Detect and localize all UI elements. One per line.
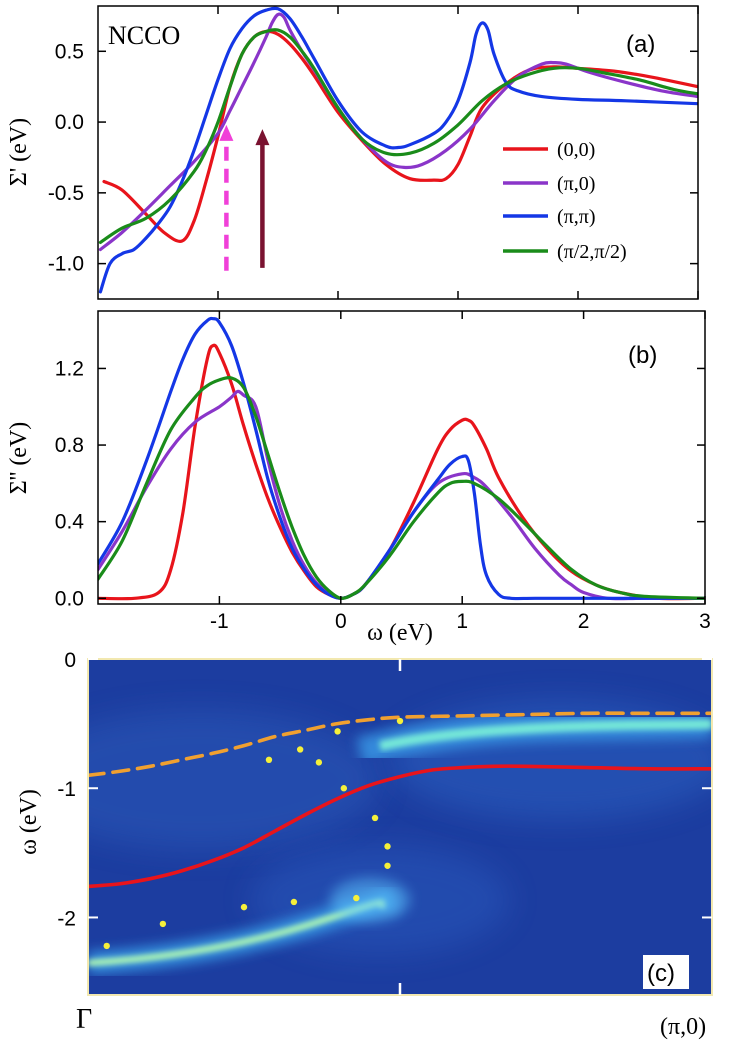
yellow-dotted-band-dot-0 — [265, 756, 273, 763]
panel-b-ytick-label-2: 0.4 — [55, 511, 85, 534]
panel-b-xtick-label-4: 3 — [699, 610, 711, 633]
panel-b-series — [98, 316, 705, 601]
panel-c-ytick-label-2: -2 — [57, 907, 76, 930]
yellow-dotted-band-dot-7 — [353, 894, 360, 902]
arrow-head-dashed-magenta — [219, 124, 234, 141]
yellow-dotted-upper-dot-0 — [334, 728, 341, 735]
yellow-dotted-band-dot-2 — [315, 759, 323, 766]
panel-a-ytick-label-1: 0.0 — [55, 111, 84, 134]
panel-b: 1.2 0.8 0.4 0.0 -1 0 1 2 3 (b) Σ'' (eV) ω (eV) — [6, 310, 711, 646]
yellow-dotted-band-dot-5 — [384, 843, 391, 850]
panel-a-frame — [97, 5, 699, 300]
yellow-dotted-band-dot-10 — [159, 920, 167, 928]
arrow-head-solid-maroon — [255, 129, 270, 146]
yellow-dotted-band-dot-4 — [371, 814, 379, 822]
panel-c: 0 -1 -2 (c) ω (eV) Γ (π,0) — [16, 649, 713, 1040]
panel-b-xtick-label-1: 0 — [335, 610, 347, 633]
panel-b-frame — [97, 310, 706, 605]
panel-b-series-2-2 — [98, 375, 705, 600]
panel-c-ytick-label-1: -1 — [57, 778, 76, 801]
yellow-dotted-band-dot-8 — [290, 898, 298, 906]
panel-a-plot-area — [98, 6, 698, 294]
panel-a-ylabel: Σ' (eV) — [6, 118, 32, 186]
panel-c-label-box — [643, 955, 689, 989]
panel-c-label: (c) — [647, 960, 675, 987]
yellow-dotted-band-dot-1 — [296, 746, 304, 753]
panel-a-annotation: NCCO — [108, 21, 180, 50]
panel-c-ticks: 0 -1 -2 — [57, 649, 712, 995]
panel-b-xtick-label-2: 1 — [456, 610, 468, 633]
panel-b-ytick-label-0: 1.2 — [55, 357, 84, 380]
legend-label-3: (π/2,π/2) — [557, 241, 627, 263]
panel-a-series-0-0 — [102, 29, 698, 243]
panel-a-label: (a) — [626, 31, 655, 58]
panel-a: 0.5 0.0 -0.5 -1.0 NCCO (a) Σ' (eV) (0,0) (π… — [6, 5, 699, 300]
panel-a-series- — [98, 6, 698, 294]
yellow-dotted-band-dot-9 — [240, 903, 248, 911]
heatmap-upper-ridge — [378, 719, 712, 751]
yellow-dotted-band-dot-11 — [103, 942, 110, 950]
legend-label-1: (π,0) — [557, 173, 595, 195]
heatmap-hotspot — [330, 878, 410, 922]
panel-b-series- — [98, 316, 705, 601]
panel-a-arrows — [219, 124, 270, 271]
panel-c-xlabel-gamma: Γ — [76, 1004, 92, 1035]
panel-b-ticks: 1.2 0.8 0.4 0.0 -1 0 1 2 3 — [55, 311, 711, 633]
panel-c-ytick-label-0: 0 — [64, 649, 76, 672]
panel-b-series-0 — [98, 389, 705, 601]
panel-c-ylabel: ω (eV) — [16, 789, 42, 855]
panel-b-plot-area — [98, 316, 705, 601]
panel-a-ytick-label-3: -1.0 — [48, 253, 84, 276]
panel-b-ytick-label-3: 0.0 — [55, 587, 84, 610]
yellow-dotted-band-dot-3 — [340, 785, 348, 792]
solid-red-band — [88, 764, 712, 889]
panel-b-xtick-label-0: -1 — [210, 610, 229, 633]
yellow-dotted-band-dot-6 — [384, 862, 391, 869]
panel-a-ticks: 0.5 0.0 -0.5 -1.0 — [48, 6, 699, 299]
panel-a-series-2-2 — [98, 28, 698, 244]
legend: (0,0) (π,0) (π,π) (π/2,π/2) — [503, 139, 627, 263]
legend-label-2: (π,π) — [557, 206, 596, 228]
panel-a-ytick-label-2: -0.5 — [48, 182, 84, 205]
panel-c-heatmap — [88, 659, 712, 995]
panel-b-xtick-label-3: 2 — [578, 610, 590, 633]
panel-a-series-0 — [98, 12, 698, 252]
panel-a-series — [98, 6, 698, 294]
panel-b-ylabel: Σ'' (eV) — [6, 422, 32, 495]
dashed-orange-band — [88, 711, 712, 778]
panel-b-ytick-label-1: 0.8 — [55, 434, 84, 457]
panel-a-ytick-label-0: 0.5 — [55, 40, 84, 63]
yellow-dotted-upper-dot-1 — [396, 717, 404, 725]
panel-b-xlabel: ω (eV) — [367, 620, 433, 646]
panel-b-label: (b) — [628, 342, 657, 369]
panel-b-series-0-0 — [98, 343, 705, 601]
panel-c-xlabel-pi0: (π,0) — [660, 1014, 706, 1040]
panel-c-series — [88, 711, 712, 950]
legend-label-0: (0,0) — [557, 139, 595, 161]
